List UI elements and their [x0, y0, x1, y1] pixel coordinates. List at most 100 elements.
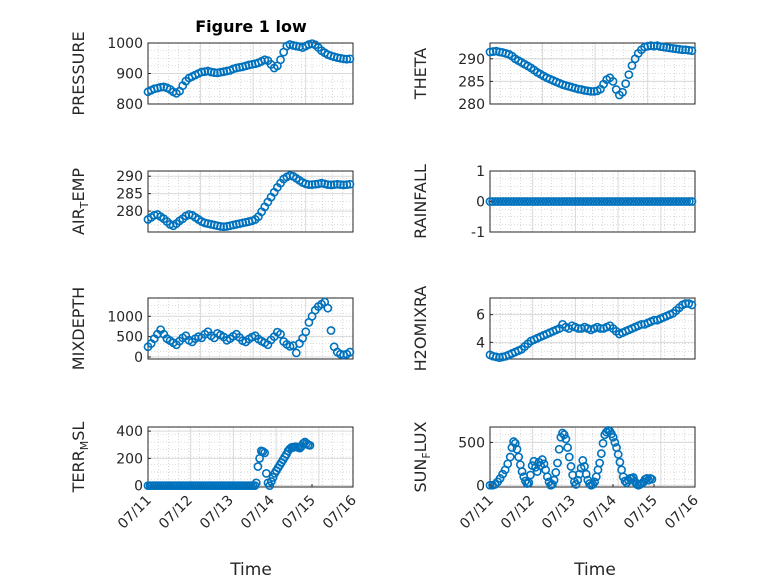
data-point — [554, 444, 564, 454]
data-point — [649, 41, 659, 51]
data-point — [595, 458, 605, 468]
axes-box — [489, 42, 696, 105]
data-point — [583, 86, 593, 96]
data-point — [323, 180, 333, 189]
data-point — [326, 180, 336, 190]
data-point — [578, 456, 588, 465]
data-point — [510, 438, 520, 448]
y-axis-label: MIXDEPTH — [69, 287, 88, 370]
data-point — [329, 180, 339, 189]
axes-box — [147, 42, 354, 105]
data-point — [559, 430, 569, 440]
data-point — [498, 469, 508, 479]
data-point — [339, 54, 349, 64]
data-point — [590, 477, 599, 487]
axes-box — [489, 426, 696, 488]
data-point — [260, 448, 270, 458]
data-point — [266, 477, 276, 486]
data-point — [537, 455, 547, 464]
data-point — [485, 480, 495, 490]
data-point — [561, 434, 571, 444]
y-axis-label: H2OMIXRA — [411, 286, 430, 372]
subplot-pressure: 800 900 1000 PRESSURE — [69, 31, 355, 116]
data-point — [643, 41, 653, 51]
data-point — [517, 467, 527, 476]
data-point — [624, 70, 634, 80]
data-point — [342, 180, 352, 189]
data-point — [548, 480, 557, 489]
data-point — [216, 222, 225, 231]
data-point — [505, 452, 515, 462]
data-point — [687, 197, 697, 206]
data-point — [529, 456, 539, 466]
y-tick-label: -1 — [471, 225, 485, 241]
data-point — [687, 46, 697, 56]
y-tick-label: 500 — [458, 435, 485, 451]
data-point — [642, 474, 652, 483]
data-point — [671, 44, 681, 54]
data-point — [304, 180, 314, 189]
data-point — [485, 47, 495, 57]
data-point — [209, 68, 219, 77]
data-point — [495, 474, 505, 483]
data-point — [551, 468, 561, 477]
y-tick-label: 200 — [116, 451, 143, 467]
data-point — [524, 478, 534, 488]
data-point — [490, 480, 500, 489]
y-tick-label: 500 — [116, 330, 143, 346]
y-axis-label: RAINFALL — [411, 164, 430, 239]
y-tick-label: 900 — [116, 67, 143, 83]
y-tick-label: 1000 — [107, 36, 143, 52]
y-tick-label: 290 — [116, 169, 143, 185]
subplot-h2omixra: 4 6 H2OMIXRA — [411, 286, 697, 372]
data-point — [564, 452, 574, 462]
data-point — [646, 41, 656, 51]
x-axis-label-right: Time — [573, 560, 616, 580]
data-point — [684, 197, 694, 206]
y-axis-label: TERRMSL — [69, 422, 91, 494]
data-point — [573, 475, 583, 485]
y-tick-label: 280 — [116, 204, 143, 220]
data-point — [526, 470, 535, 480]
data-point — [659, 42, 668, 52]
data-point — [615, 457, 625, 467]
y-axis-label: THETA — [411, 48, 430, 100]
data-point — [608, 77, 618, 86]
data-point — [326, 326, 336, 335]
data-point — [610, 438, 620, 447]
x-axis-label-left: Time — [229, 560, 272, 580]
y-tick-label: 0 — [134, 479, 143, 495]
data-point — [276, 329, 285, 339]
y-tick-label: 6 — [476, 308, 485, 324]
data-point — [539, 459, 549, 469]
data-point — [301, 327, 311, 337]
data-point — [687, 300, 697, 310]
data-point — [261, 468, 271, 478]
data-point — [655, 42, 665, 52]
subplot-mixdepth: 0 500 1000 MIXDEPTH — [69, 287, 355, 370]
data-point — [621, 79, 631, 89]
y-tick-label: 800 — [116, 97, 143, 113]
data-point — [586, 86, 596, 96]
data-point — [345, 54, 355, 64]
y-tick-label: 1 — [476, 164, 485, 180]
axes-box — [147, 297, 354, 360]
y-tick-label: 285 — [116, 187, 143, 203]
data-point — [580, 86, 590, 95]
data-point — [345, 179, 355, 189]
data-point — [251, 478, 261, 488]
data-point — [512, 444, 522, 454]
y-tick-label: 290 — [458, 52, 485, 68]
data-point — [542, 472, 552, 482]
data-point — [647, 474, 657, 484]
data-point — [323, 303, 333, 313]
y-tick-label: 0 — [476, 478, 485, 494]
y-tick-label: 0 — [476, 195, 485, 211]
data-point — [276, 55, 285, 65]
data-point — [332, 179, 342, 189]
data-point — [563, 443, 573, 452]
data-point — [488, 47, 498, 56]
data-point — [268, 473, 278, 482]
